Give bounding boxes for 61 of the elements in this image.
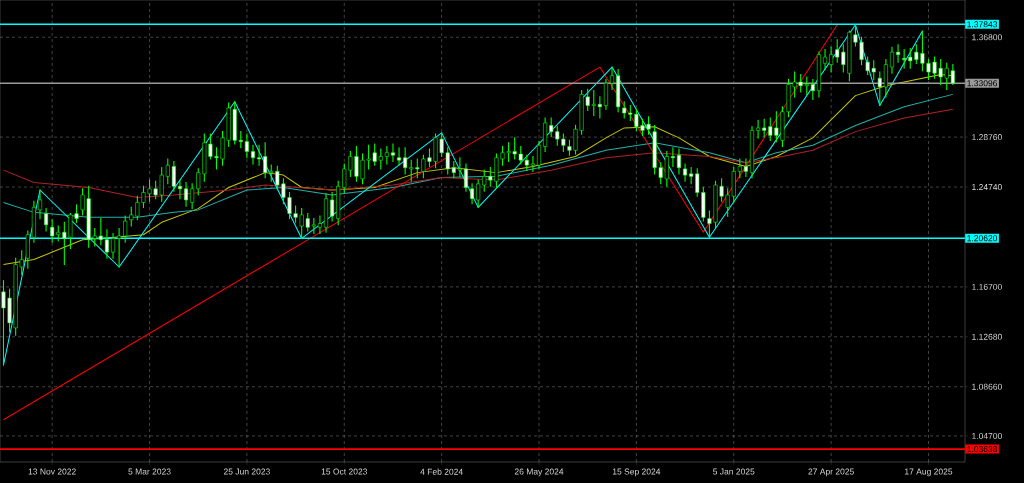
line-series [2,108,954,198]
ref-line-label: 1.20620 [967,235,998,242]
candlestick [610,66,615,90]
y-tick-label: 1.08660 [972,383,1002,390]
y-tick-label: 1.36800 [972,34,1002,41]
candlestick [683,163,688,182]
candlestick [244,133,249,159]
candlestick [530,155,535,172]
candlestick [117,227,122,268]
ref-line-label: 1.33096 [967,80,998,87]
candlestick [743,158,748,177]
x-tick-label: 5 Jan 2025 [713,468,755,475]
y-tick-label: 1.28760 [972,134,1002,141]
y-tick-label: 1.12680 [972,333,1002,340]
x-tick-label: 15 Sep 2024 [612,468,661,477]
x-tick-label: 26 May 2024 [514,468,564,477]
x-tick-label: 5 Mar 2023 [128,468,171,475]
x-tick-label: 13 Nov 2022 [28,468,76,475]
line-series [2,93,954,218]
candlestick [756,119,761,139]
x-tick-label: 4 Feb 2024 [420,468,463,475]
x-tick-label: 25 Jun 2023 [223,468,270,475]
candlestick [390,143,395,162]
ref-line-label: 1.37843 [967,21,998,28]
candlestick [549,117,554,138]
candlestick [543,117,548,153]
candlestick [603,78,608,110]
candlestick [123,215,128,243]
x-tick-label: 15 Oct 2023 [321,468,368,475]
candlestick [317,215,322,235]
candlestick [823,49,828,71]
candlestick [470,183,475,205]
candlestick [330,191,335,222]
candlestick [25,230,30,269]
candlestick [883,59,888,98]
line-series [2,24,838,421]
candlestick [37,189,43,220]
ref-line-label: 1.03638 [967,446,998,453]
candlestick [184,182,189,207]
candlestick [457,157,462,177]
y-tick-label: 1.16700 [972,283,1002,290]
candlestick [463,163,469,192]
candlestick [536,141,542,170]
candlestick [177,179,183,200]
candlestick [670,147,675,167]
x-tick-label: 17 Aug 2025 [905,468,953,477]
candlestick [384,146,389,165]
candlestick [877,71,882,107]
y-tick-label: 1.24740 [972,184,1002,191]
candlestick [896,44,901,63]
y-tick-label: 1.04700 [972,432,1002,439]
candlestick [250,144,256,165]
candlestick [397,147,402,166]
candlestick [44,208,49,232]
candlestick [104,229,109,259]
candlestick [889,46,895,74]
candlestick [676,148,682,175]
candlestick [737,158,742,179]
x-tick-label: 27 Apr 2025 [808,468,854,477]
candlestick [110,232,116,259]
candlestick [257,144,262,166]
